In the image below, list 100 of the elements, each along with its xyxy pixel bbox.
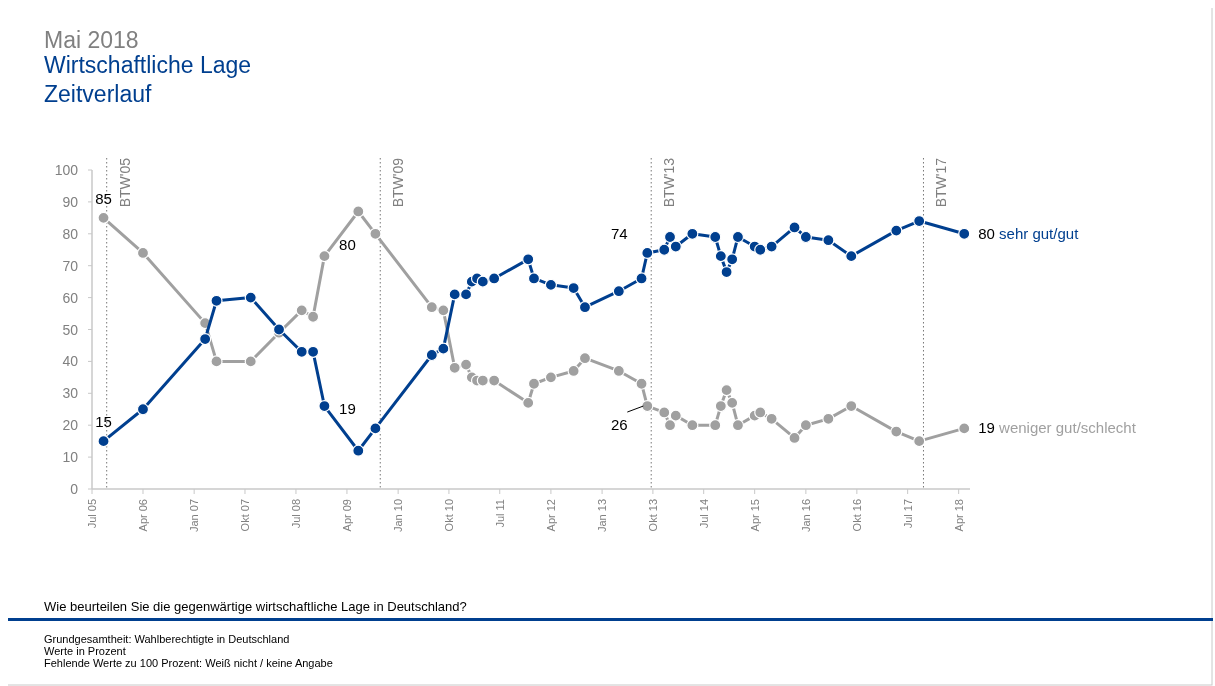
point [822,234,835,247]
point [663,419,677,432]
point [845,399,858,413]
data-label: 85 [95,189,112,207]
point [913,214,926,228]
point [527,272,541,285]
point [318,250,331,263]
point [527,377,541,390]
point [845,250,858,263]
point [578,301,592,314]
x-tick-label: Apr 09 [340,499,353,532]
x-tick-label: Okt 10 [442,499,455,532]
y-tick-label: 70 [62,257,79,274]
text: Grundgesamtheit: Wahlberechtigte in Deutschland [44,633,290,645]
x-tick-label: Apr 06 [136,499,149,532]
y-tick-label: 90 [62,193,79,210]
y-tick-label: 0 [70,481,79,497]
point [567,281,580,295]
x-tick-label: Okt 16 [850,499,863,532]
text: Werte in Prozent [44,645,126,657]
point [544,371,558,384]
x-tick-label: Jul 17 [901,499,914,529]
point [578,352,592,365]
point [459,288,473,301]
point [714,250,727,263]
x-tick-label: Apr 18 [952,499,965,532]
data-label: 80 [339,235,356,253]
point [686,227,699,240]
y-tick-label: 30 [62,385,79,402]
x-tick-label: Okt 13 [646,499,659,532]
y-tick-label: 10 [62,449,79,466]
point [658,406,671,419]
point [709,230,722,244]
point [765,240,778,253]
point [720,265,733,279]
point [754,243,767,256]
x-tick-label: Jan 07 [188,499,201,533]
point [306,310,320,323]
point [369,227,382,240]
data-label: 80 [978,224,1000,242]
point [726,253,739,266]
text: Wie beurteilen Sie die gegenwärtige wirtschaftliche Lage in Deutschland? [44,599,467,614]
point [612,364,625,378]
point [136,403,150,416]
data-label: 19 [339,400,356,418]
point [476,374,489,387]
point [799,230,812,244]
y-tick-label: 40 [62,353,79,370]
y-tick-label: 100 [54,162,79,178]
point [788,221,801,234]
point [488,374,501,387]
ref-line-label: BTW'09 [390,157,407,208]
data-label: 26 [610,416,628,434]
point [448,288,461,301]
x-tick-label: Apr 12 [544,499,557,532]
point [714,399,727,413]
point [244,291,257,304]
point [544,278,558,291]
chart-subtitle: Wirtschaftliche Lage [44,52,252,78]
point [488,272,501,285]
point [731,419,745,432]
y-tick-label: 60 [62,289,79,306]
data-label: 15 [95,413,112,431]
y-tick-label: 50 [62,321,79,338]
x-tick-label: Apr 15 [748,499,761,532]
point [210,294,223,307]
chart-title: Mai 2018 [44,27,139,53]
point [437,342,450,355]
point [295,345,308,358]
x-tick-label: Jul 11 [493,499,506,528]
series-label: sehr gut/gut [999,224,1080,242]
x-tick-label: Jul 14 [697,499,710,529]
point [136,246,150,260]
point [890,425,903,438]
text: Zeitverlauf [44,81,152,107]
point [352,205,365,218]
x-tick-label: Okt 07 [238,499,251,532]
series-label: weniger gut/schlecht [998,419,1137,437]
point [890,224,903,237]
point [612,285,625,298]
point [635,272,648,285]
x-tick-label: Jul 08 [289,499,302,529]
point [244,355,257,368]
ref-line-label: BTW'13 [661,157,678,208]
point [295,304,308,317]
point [788,431,801,445]
point [522,253,535,266]
point [958,227,971,240]
point [369,422,382,435]
point [635,377,648,390]
y-tick-label: 20 [62,417,79,434]
point [669,240,682,253]
point [459,358,473,371]
point [641,399,654,413]
point [658,243,671,256]
point [210,355,223,368]
point [754,406,767,419]
point [567,364,580,378]
point [731,230,745,244]
y-tick-label: 80 [62,225,79,242]
